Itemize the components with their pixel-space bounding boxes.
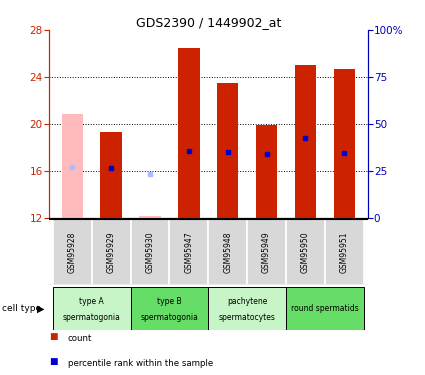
Bar <box>286 219 325 285</box>
Bar <box>256 125 277 217</box>
Bar <box>247 219 286 285</box>
Bar <box>208 287 286 330</box>
Bar <box>170 219 208 285</box>
Bar <box>217 83 238 218</box>
Text: ■: ■ <box>49 332 57 341</box>
Bar <box>286 287 364 330</box>
Text: GSM95930: GSM95930 <box>145 231 154 273</box>
Title: GDS2390 / 1449902_at: GDS2390 / 1449902_at <box>136 16 281 29</box>
Text: spermatogonia: spermatogonia <box>63 314 121 322</box>
Bar <box>53 287 130 330</box>
Text: pachytene: pachytene <box>227 297 267 306</box>
Text: spermatocytes: spermatocytes <box>219 314 275 322</box>
Bar <box>62 114 83 218</box>
Text: GSM95949: GSM95949 <box>262 231 271 273</box>
Bar <box>92 219 130 285</box>
Text: ■: ■ <box>49 357 57 366</box>
Text: GSM95928: GSM95928 <box>68 231 76 273</box>
Bar <box>325 219 364 285</box>
Bar <box>139 216 161 217</box>
Text: cell type: cell type <box>2 304 41 313</box>
Bar <box>208 219 247 285</box>
Text: GSM95947: GSM95947 <box>184 231 193 273</box>
Bar <box>295 65 316 218</box>
Text: round spermatids: round spermatids <box>291 304 359 313</box>
Text: GSM95948: GSM95948 <box>223 231 232 273</box>
Text: count: count <box>68 334 92 343</box>
Text: percentile rank within the sample: percentile rank within the sample <box>68 359 213 368</box>
Text: type B: type B <box>157 297 182 306</box>
Text: GSM95950: GSM95950 <box>301 231 310 273</box>
Text: spermatogonia: spermatogonia <box>140 314 198 322</box>
Text: type A: type A <box>79 297 104 306</box>
Bar <box>100 132 122 218</box>
Bar <box>334 69 355 218</box>
Text: GSM95951: GSM95951 <box>340 231 349 273</box>
Text: ▶: ▶ <box>37 303 45 313</box>
Bar <box>53 219 92 285</box>
Text: GSM95929: GSM95929 <box>107 231 116 273</box>
Bar <box>130 219 170 285</box>
Bar <box>178 48 199 217</box>
Bar <box>130 287 208 330</box>
